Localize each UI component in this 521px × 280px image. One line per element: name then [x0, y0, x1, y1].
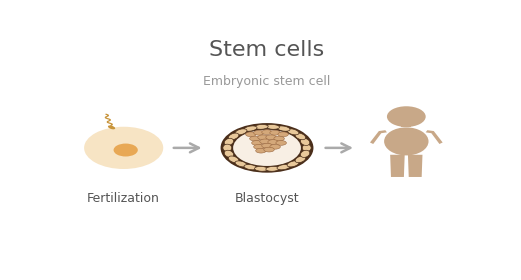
Ellipse shape [277, 165, 290, 170]
Ellipse shape [274, 136, 284, 141]
Polygon shape [408, 155, 423, 177]
Polygon shape [402, 126, 411, 127]
Ellipse shape [278, 132, 289, 137]
Ellipse shape [266, 135, 276, 140]
Ellipse shape [228, 156, 239, 163]
Ellipse shape [295, 133, 306, 140]
Ellipse shape [244, 165, 257, 170]
Ellipse shape [301, 150, 310, 157]
Ellipse shape [260, 139, 270, 144]
Ellipse shape [245, 132, 256, 137]
Circle shape [220, 123, 314, 173]
Circle shape [233, 130, 301, 166]
Ellipse shape [264, 147, 274, 152]
Ellipse shape [254, 144, 264, 149]
Ellipse shape [252, 141, 262, 145]
Ellipse shape [228, 133, 239, 140]
Ellipse shape [266, 166, 279, 171]
Text: Embryonic stem cell: Embryonic stem cell [203, 74, 331, 88]
Text: Stem cells: Stem cells [209, 40, 325, 60]
Ellipse shape [224, 150, 233, 157]
Polygon shape [370, 130, 387, 144]
Ellipse shape [235, 129, 247, 135]
Ellipse shape [262, 130, 272, 134]
Ellipse shape [256, 148, 266, 153]
Ellipse shape [287, 129, 299, 135]
Polygon shape [426, 130, 443, 144]
Ellipse shape [255, 125, 268, 129]
Ellipse shape [277, 126, 290, 131]
Ellipse shape [270, 144, 280, 149]
Ellipse shape [302, 144, 311, 151]
Ellipse shape [244, 126, 257, 131]
Ellipse shape [235, 161, 247, 167]
Ellipse shape [384, 127, 428, 155]
Ellipse shape [254, 130, 264, 135]
Ellipse shape [108, 125, 115, 129]
Ellipse shape [250, 136, 260, 141]
Polygon shape [390, 155, 405, 177]
Ellipse shape [268, 140, 278, 144]
Circle shape [114, 144, 138, 157]
Circle shape [387, 106, 426, 127]
Ellipse shape [255, 166, 268, 171]
Ellipse shape [266, 125, 279, 129]
Ellipse shape [258, 135, 268, 140]
Text: Blastocyst: Blastocyst [234, 192, 300, 205]
Ellipse shape [295, 156, 306, 163]
Ellipse shape [262, 143, 272, 148]
Ellipse shape [276, 141, 287, 145]
Ellipse shape [301, 138, 310, 146]
Ellipse shape [270, 130, 280, 135]
Ellipse shape [287, 161, 299, 167]
Ellipse shape [224, 138, 233, 146]
Text: Fertilization: Fertilization [87, 192, 160, 205]
Circle shape [84, 127, 163, 169]
Ellipse shape [223, 144, 232, 151]
